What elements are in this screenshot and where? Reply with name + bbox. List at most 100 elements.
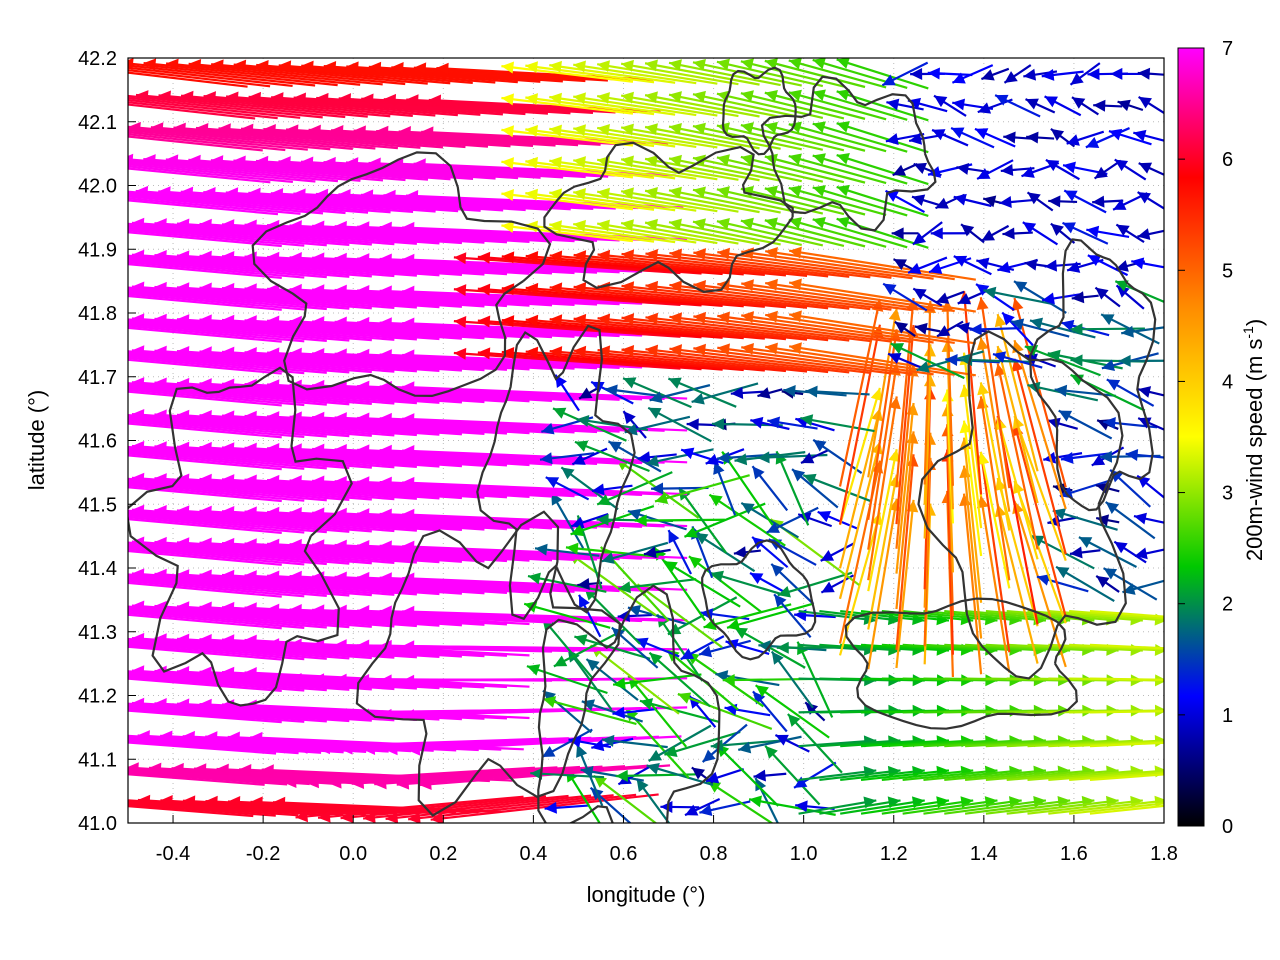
wind-vector-head bbox=[289, 638, 302, 651]
wind-vector-head bbox=[774, 594, 787, 608]
wind-vector-head bbox=[199, 473, 212, 486]
wind-vector-head bbox=[244, 570, 257, 583]
wind-vector-shaft bbox=[199, 573, 485, 595]
wind-vector-head bbox=[693, 311, 707, 324]
wind-vector-head bbox=[199, 666, 212, 679]
wind-vector-head bbox=[154, 377, 167, 390]
wind-vector-head bbox=[334, 220, 347, 233]
wind-vector-head bbox=[154, 218, 167, 231]
wind-vector-shaft bbox=[128, 294, 282, 311]
wind-vector-head bbox=[667, 623, 682, 635]
wind-vector-head bbox=[1023, 68, 1037, 81]
wind-vector-head bbox=[357, 444, 370, 457]
wind-vector-shaft bbox=[788, 249, 976, 281]
wind-vector-head bbox=[1093, 99, 1106, 112]
wind-vector-head bbox=[1029, 317, 1044, 330]
wind-vector-head bbox=[402, 572, 415, 585]
wind-vector-head bbox=[87, 345, 99, 357]
wind-vector-head bbox=[31, 152, 44, 164]
wind-vector-head bbox=[812, 216, 826, 229]
wind-vector-head bbox=[239, 763, 252, 776]
wind-vector-head bbox=[586, 659, 600, 672]
wind-vector-head bbox=[643, 546, 657, 559]
wind-vector-shaft bbox=[154, 381, 440, 404]
wind-vector-head bbox=[379, 221, 392, 234]
wind-vector-head bbox=[1004, 71, 1018, 83]
wind-vector-head bbox=[131, 504, 145, 517]
terrain-contour bbox=[701, 539, 817, 661]
wind-vector-shaft bbox=[176, 445, 463, 468]
wind-vector-head bbox=[357, 605, 370, 618]
wind-vector-shaft bbox=[1089, 609, 1164, 618]
wind-vector-head bbox=[109, 472, 121, 484]
wind-vector-shaft bbox=[965, 739, 1071, 748]
wind-vector-shaft bbox=[128, 447, 372, 469]
wind-vector-shaft bbox=[128, 358, 282, 375]
wind-vector-shaft bbox=[501, 224, 634, 243]
wind-vector-shaft bbox=[233, 159, 496, 180]
wind-vector-shaft bbox=[128, 222, 395, 246]
wind-vector-shaft bbox=[402, 610, 688, 622]
wind-vector-shaft bbox=[664, 730, 741, 756]
wind-vector-shaft bbox=[385, 794, 614, 821]
wind-vector-head bbox=[317, 742, 330, 755]
wind-vector-head bbox=[645, 344, 659, 357]
wind-vector-head bbox=[910, 67, 923, 80]
wind-vector-shaft bbox=[668, 189, 781, 214]
wind-vector-head bbox=[477, 251, 491, 264]
wind-vector-head bbox=[501, 346, 515, 359]
wind-vector-shaft bbox=[1089, 643, 1164, 650]
wind-vector-head bbox=[645, 155, 658, 167]
wind-vector-shaft bbox=[740, 155, 845, 184]
colorbar-ticks: 0 1 2 3 4 5 6 7 bbox=[1178, 38, 1233, 838]
wind-vector-shaft bbox=[620, 62, 739, 86]
wind-vector-shaft bbox=[128, 254, 395, 278]
wind-vector-head bbox=[379, 317, 392, 330]
wind-vector-head bbox=[1070, 72, 1084, 85]
wind-vector-shaft bbox=[199, 286, 485, 308]
wind-vector-head bbox=[46, 89, 59, 101]
wind-vector-head bbox=[908, 262, 922, 275]
wind-vector-head bbox=[199, 601, 212, 614]
wind-vector-head bbox=[1092, 195, 1105, 208]
wind-vector-head bbox=[334, 507, 347, 520]
wind-vector-shaft bbox=[688, 555, 762, 613]
wind-vector-head bbox=[649, 391, 663, 404]
wind-vector-head bbox=[1058, 410, 1073, 422]
wind-vector-shaft bbox=[622, 377, 692, 409]
wind-vector-head bbox=[601, 734, 615, 747]
x-tick-label: 1.2 bbox=[880, 843, 908, 865]
wind-vector-shaft bbox=[407, 735, 682, 752]
wind-vector-head bbox=[648, 749, 663, 762]
wind-vector-head bbox=[501, 251, 515, 264]
wind-vector-head bbox=[621, 59, 634, 72]
wind-vector-head bbox=[379, 605, 392, 618]
wind-vector-head bbox=[750, 572, 764, 585]
wind-vector-head bbox=[812, 58, 826, 70]
wind-vector-head bbox=[1203, 674, 1215, 686]
wind-vector-head bbox=[1138, 162, 1153, 174]
wind-vector-head bbox=[154, 409, 167, 422]
wind-vector-shaft bbox=[867, 498, 898, 670]
wind-vector-head bbox=[221, 314, 235, 327]
wind-vector-head bbox=[771, 563, 785, 577]
wind-vector-head bbox=[888, 308, 901, 321]
wind-vector-head bbox=[788, 58, 802, 70]
wind-vector-head bbox=[64, 344, 76, 356]
wind-vector-head bbox=[360, 189, 374, 202]
wind-vector-head bbox=[545, 477, 560, 489]
wind-vector-shaft bbox=[1069, 802, 1164, 815]
wind-vector-head bbox=[688, 556, 703, 569]
wind-vector-shaft bbox=[648, 651, 711, 708]
wind-vector-shaft bbox=[346, 65, 563, 83]
wind-vector-head bbox=[176, 441, 190, 454]
wind-vector-head bbox=[1054, 384, 1068, 397]
wind-vector-head bbox=[752, 466, 765, 480]
wind-vector-shaft bbox=[777, 571, 853, 597]
wind-vector-head bbox=[173, 122, 186, 135]
wind-vector-head bbox=[717, 451, 730, 464]
wind-vector-shaft bbox=[301, 64, 518, 84]
wind-vector-head bbox=[573, 345, 587, 358]
wind-vector-head bbox=[289, 507, 302, 520]
wind-vector-head bbox=[549, 124, 562, 137]
